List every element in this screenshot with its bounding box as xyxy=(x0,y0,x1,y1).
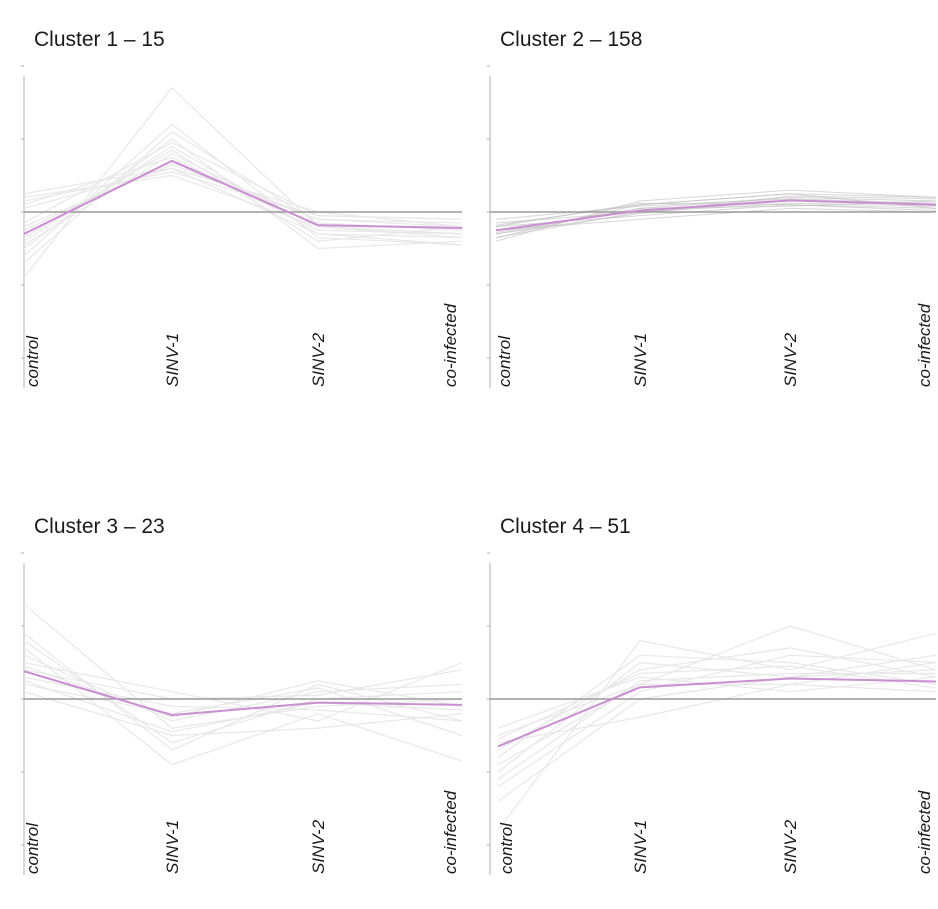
category-label: SINV-2 xyxy=(309,819,328,874)
category-label: SINV-2 xyxy=(781,332,800,387)
member-profile-line xyxy=(23,149,463,242)
title-backdrop xyxy=(496,20,696,52)
category-label: control xyxy=(23,335,42,387)
category-label: SINV-1 xyxy=(631,820,650,874)
member-profile-line xyxy=(23,654,463,722)
title-backdrop xyxy=(30,507,230,539)
member-profile-line xyxy=(497,665,937,740)
category-label: SINV-1 xyxy=(631,333,650,387)
category-label: SINV-2 xyxy=(781,819,800,874)
category-label: SINV-2 xyxy=(309,332,328,387)
cluster-panel-3: Cluster 3 – 23 control SINV-1 SINV-2 co-infe… xyxy=(21,507,463,875)
cluster-panel-1: Cluster 1 – 15 control SINV-1 SINV-2 co-infe… xyxy=(21,20,463,388)
member-profile-line xyxy=(23,669,463,700)
category-label: co-infected xyxy=(915,303,934,387)
member-profile-line xyxy=(497,672,936,780)
panel-title: Cluster 1 – 15 xyxy=(34,28,165,51)
mean-profile-line xyxy=(497,677,937,748)
category-label: control xyxy=(497,822,516,874)
category-label: SINV-1 xyxy=(163,333,182,387)
member-profile-line xyxy=(23,691,463,737)
mean-profile-line xyxy=(23,159,463,235)
member-profile-line xyxy=(23,167,463,246)
member-profile-line xyxy=(23,174,463,239)
member-profile-line xyxy=(23,680,463,733)
category-label: co-infected xyxy=(915,790,934,874)
member-profile-line xyxy=(497,632,937,831)
panel-title: Cluster 2 – 158 xyxy=(500,28,642,51)
member-profile-line xyxy=(497,669,937,802)
category-label: SINV-1 xyxy=(163,820,182,874)
title-backdrop xyxy=(30,20,230,52)
category-label: co-infected xyxy=(441,303,460,387)
panel-title: Cluster 3 – 23 xyxy=(34,515,165,538)
member-profile-line xyxy=(23,123,463,257)
title-backdrop xyxy=(496,507,696,539)
member-profile-line xyxy=(497,654,937,788)
member-profile-line xyxy=(495,193,937,226)
member-profile-line xyxy=(497,647,937,751)
member-profile-line xyxy=(23,141,463,224)
mean-profile-line xyxy=(23,670,463,717)
category-label: co-infected xyxy=(441,790,460,874)
member-profile-line xyxy=(23,156,463,235)
category-label: control xyxy=(23,822,42,874)
cluster-panel-2: Cluster 2 – 158 control SINV-1 SINV-2 co-inf… xyxy=(487,20,937,388)
category-label: control xyxy=(495,335,514,387)
mean-profile-line xyxy=(495,199,937,232)
cluster-panel-4: Cluster 4 – 51 control SINV-1 SINV-2 co-infe… xyxy=(487,507,937,875)
member-profile-line xyxy=(23,160,463,231)
panel-title: Cluster 4 – 51 xyxy=(500,515,631,538)
